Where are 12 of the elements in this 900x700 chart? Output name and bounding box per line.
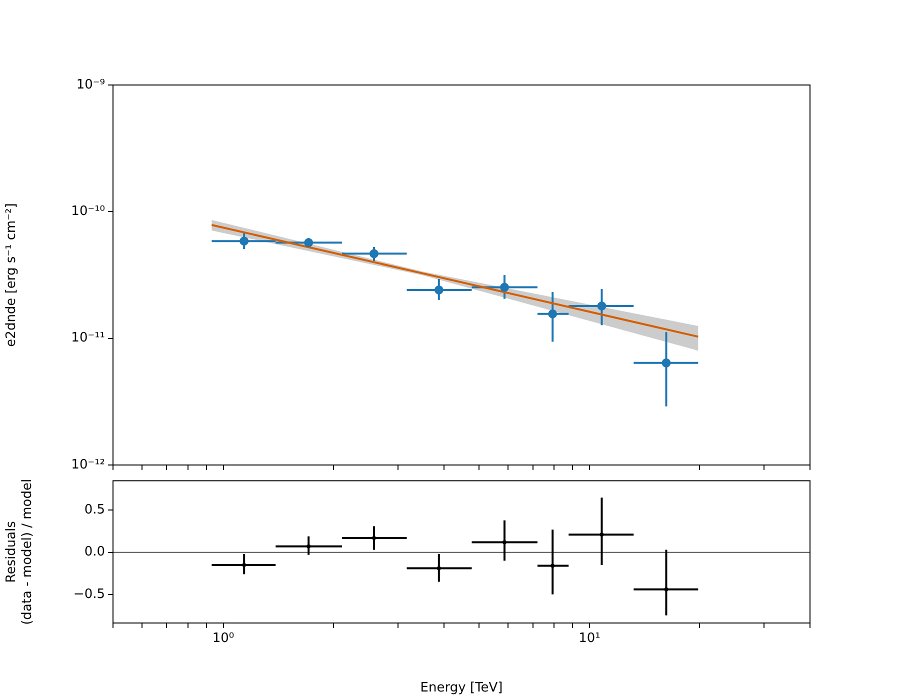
y-axis-title: e2dnde [erg s⁻¹ cm⁻²] — [4, 203, 20, 347]
y-tick-label: 10⁻¹¹ — [71, 330, 105, 346]
y-axis-title: Residuals (data - model) / model — [4, 478, 35, 625]
y-tick-label: −0.5 — [73, 586, 105, 602]
x-tick-label: 10⁰ — [212, 631, 234, 646]
y-tick-label: 10⁻¹² — [71, 457, 105, 472]
y-tick-label: 10⁻⁹ — [76, 77, 105, 92]
y-tick-label: 10⁻¹⁰ — [71, 204, 105, 220]
x-axis-title: Energy [TeV] — [420, 680, 503, 696]
y-tick-label: 0.0 — [84, 544, 105, 560]
y-tick-label: 0.5 — [84, 502, 105, 518]
x-tick-label: 10¹ — [578, 631, 600, 646]
